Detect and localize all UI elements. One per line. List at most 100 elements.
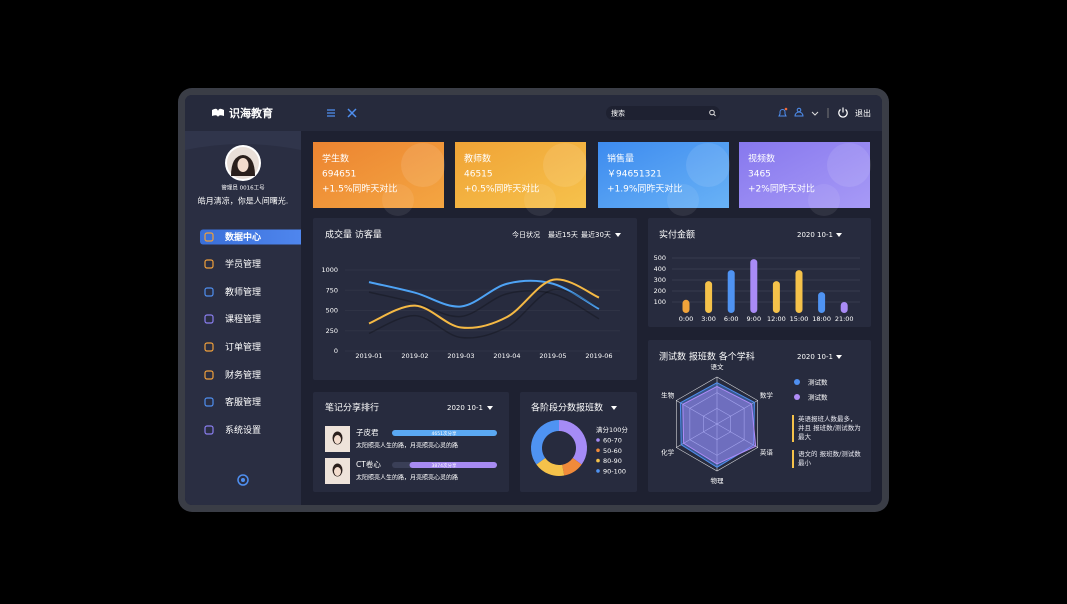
panel-title: 各阶段分数报班数 [531, 402, 603, 414]
filter[interactable]: 2020 10-1 [447, 404, 483, 412]
menu-item[interactable]: 客服管理 [225, 396, 261, 408]
bell-dot [784, 107, 788, 111]
radar-note: 英语报班人数最多，并且 报班数/测试数为最大 [792, 415, 862, 442]
legend-label: 测试数 [808, 393, 828, 402]
menu-item[interactable]: 财务管理 [225, 369, 261, 381]
radar-axis-label: 化学 [661, 448, 675, 457]
stat-change: +2%同昨天对比 [748, 183, 815, 195]
stat-card[interactable] [313, 142, 444, 208]
stat-change: +1.5%同昨天对比 [322, 183, 397, 195]
menu-item[interactable]: 课程管理 [225, 313, 261, 325]
bell-icon[interactable] [778, 109, 787, 117]
avatar-face [237, 158, 249, 172]
legend-dot [596, 448, 600, 453]
panel-title: 测试数 报班数 各个学科 [659, 351, 755, 363]
line-shadow [368, 290, 600, 320]
stat-card[interactable] [598, 142, 729, 208]
menu-item[interactable]: 订单管理 [225, 341, 261, 353]
filter-option[interactable]: 最近15天 [548, 230, 578, 239]
y-tick-label: 250 [326, 327, 338, 335]
search-box[interactable] [606, 106, 720, 120]
x-tick-label: 2019-02 [401, 352, 428, 360]
bar [818, 292, 826, 313]
bar [682, 299, 690, 313]
legend-label: 80-90 [603, 457, 622, 465]
menu-item[interactable]: 教师管理 [225, 286, 261, 298]
settings-button[interactable] [237, 474, 249, 486]
filter-option[interactable]: 最近30天 [581, 230, 611, 239]
panel [648, 340, 871, 492]
dropdown-arrow[interactable] [836, 355, 842, 359]
line-series [368, 278, 600, 329]
menu-item[interactable]: 学员管理 [225, 258, 261, 270]
bar [750, 259, 758, 313]
menu-item[interactable]: 系统设置 [225, 424, 261, 436]
user-role: 管理员 0016工号 [221, 184, 265, 192]
radar-axis-label: 物理 [711, 476, 725, 485]
y-tick-label: 200 [654, 287, 666, 295]
chevron[interactable] [811, 111, 819, 116]
legend-label: 测试数 [808, 378, 828, 387]
bar [772, 281, 780, 313]
legend-title: 满分100分 [596, 425, 628, 434]
card-deco [827, 143, 871, 187]
y-tick-label: 500 [654, 254, 666, 262]
filter-option[interactable]: 今日状况 [512, 230, 540, 239]
radar-series [682, 385, 757, 465]
y-tick-label: 400 [654, 265, 666, 273]
card-deco [382, 184, 414, 216]
x-tick-label: 2019-03 [447, 352, 474, 360]
menu-item[interactable]: 数据中心 [225, 231, 261, 243]
menu-icon [204, 259, 214, 269]
share-bar [392, 430, 497, 436]
dropdown-arrow[interactable] [611, 406, 617, 410]
x-tick-label: 18:00 [812, 315, 831, 323]
y-tick-label: 500 [326, 307, 338, 315]
panel-title: 成交量 访客量 [325, 229, 382, 241]
y-tick-label: 0 [334, 347, 338, 355]
radar-series [679, 382, 755, 468]
x-tick-label: 0:00 [679, 315, 694, 323]
share-label: 4651次分享 [432, 430, 457, 437]
user-note: 太阳照亮人生的路，月亮照亮心灵的路 [356, 442, 458, 450]
screen: 识海教育 搜索 退出 管理员 0016工号 皓月清凉，你是人间曙光. 数据中心学… [185, 95, 882, 505]
search-icon[interactable] [709, 109, 716, 117]
stat-value: 694651 [322, 170, 356, 180]
donut-segment [536, 457, 565, 476]
x-tick-label: 9:00 [746, 315, 761, 323]
sidebar-curve [185, 131, 301, 150]
radar-spoke [716, 423, 758, 448]
user-icon[interactable] [794, 107, 804, 117]
legend-label: 60-70 [603, 437, 622, 445]
stat-card[interactable] [455, 142, 586, 208]
dropdown-arrow[interactable] [487, 406, 493, 410]
x-tick-label: 2019-01 [355, 352, 382, 360]
stat-card[interactable] [739, 142, 870, 208]
radar-spoke [716, 400, 758, 425]
tools-icon[interactable] [347, 108, 357, 118]
user-avatar-face [334, 467, 341, 476]
user-motto: 皓月清凉，你是人间曙光. [198, 196, 289, 206]
user-name: CT卷心 [356, 459, 381, 469]
filter[interactable]: 2020 10-1 [797, 353, 833, 361]
menu-toggle[interactable] [327, 109, 335, 117]
donut-segment [559, 420, 588, 465]
stat-value: ￥94651321 [607, 170, 662, 180]
logout[interactable]: 退出 [855, 108, 871, 118]
bar [795, 270, 803, 313]
stat-label: 学生数 [322, 153, 349, 165]
stat-label: 视频数 [748, 153, 775, 165]
bar [705, 281, 713, 313]
dropdown-arrow[interactable] [615, 233, 621, 237]
menu-icon [204, 287, 214, 297]
stat-change: +1.9%同昨天对比 [607, 183, 682, 195]
radar-axis-label: 语文 [711, 362, 725, 371]
menu-icon [204, 232, 214, 242]
y-tick-label: 100 [654, 298, 666, 306]
card-deco [686, 143, 730, 187]
card-deco [543, 143, 587, 187]
filter[interactable]: 2020 10-1 [797, 231, 833, 239]
power-icon[interactable] [838, 107, 848, 118]
dropdown-arrow[interactable] [836, 233, 842, 237]
